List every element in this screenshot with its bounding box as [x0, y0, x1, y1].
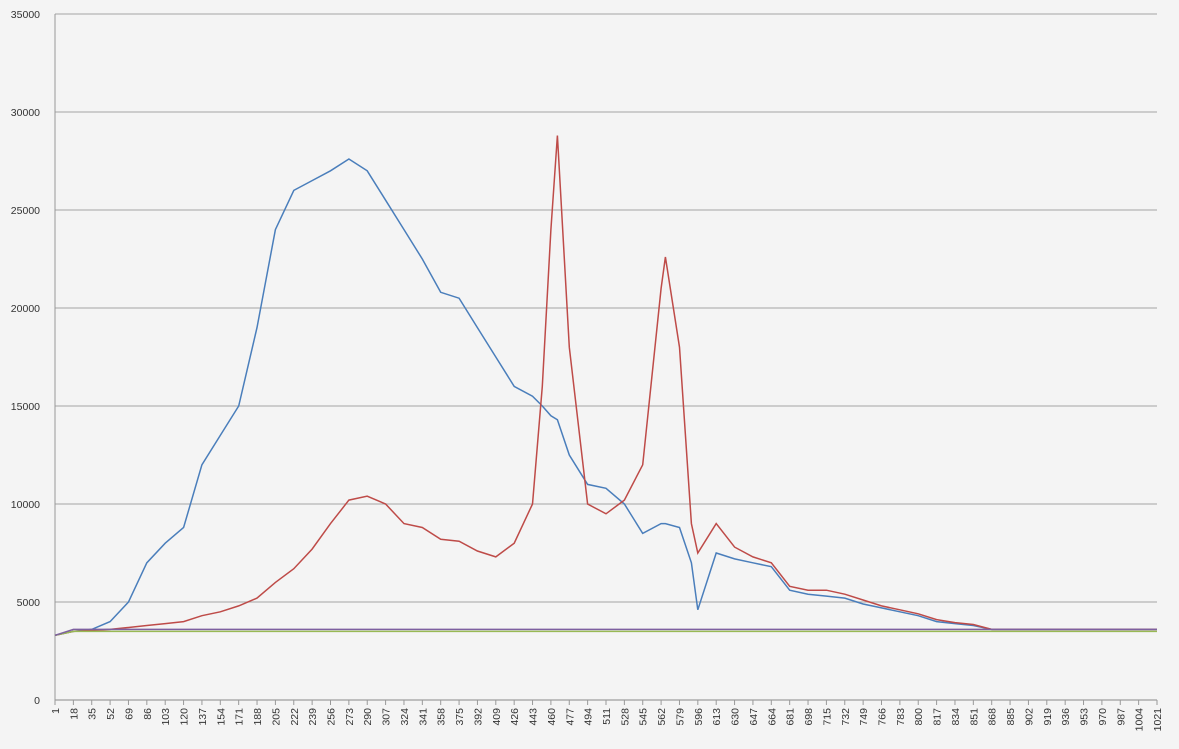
x-tick-label: 732	[840, 708, 852, 726]
x-tick-label: 120	[179, 708, 191, 726]
x-tick-label: 749	[858, 708, 870, 726]
x-tick-label: 375	[454, 708, 466, 726]
y-tick-label: 25000	[11, 205, 40, 217]
x-tick-label: 324	[399, 708, 411, 726]
x-tick-label: 188	[252, 708, 264, 726]
x-tick-label: 239	[307, 708, 319, 726]
x-tick-label: 766	[877, 708, 889, 726]
x-tick-label: 919	[1042, 708, 1054, 726]
x-tick-label: 800	[913, 708, 925, 726]
x-tick-label: 69	[123, 708, 135, 720]
x-tick-label: 273	[344, 708, 356, 726]
series-line	[54, 628, 1157, 637]
x-tick-label: 86	[142, 708, 154, 720]
x-tick-label: 613	[711, 708, 723, 726]
x-tick-label: 562	[656, 708, 668, 726]
x-tick-label: 205	[270, 708, 282, 726]
x-tick-label: 511	[601, 708, 613, 725]
x-tick-label: 681	[785, 708, 797, 726]
x-tick-label: 783	[895, 708, 907, 726]
x-tick-label: 426	[509, 708, 521, 726]
x-tick-label: 817	[932, 708, 944, 726]
x-tick-label: 290	[362, 708, 374, 726]
x-tick-label: 1	[50, 708, 62, 714]
x-tick-label: 256	[326, 708, 338, 726]
x-tick-label: 307	[381, 708, 393, 726]
x-tick-label: 18	[68, 708, 80, 720]
y-tick-label: 5000	[17, 597, 41, 609]
y-tick-label: 15000	[11, 401, 40, 413]
x-tick-label: 443	[528, 708, 540, 726]
y-tick-label: 10000	[11, 499, 40, 511]
x-tick-label: 936	[1060, 708, 1072, 726]
x-tick-label: 528	[619, 708, 631, 726]
x-tick-label: 137	[197, 708, 209, 726]
y-tick-label: 20000	[11, 303, 40, 315]
x-tick-label: 154	[215, 708, 227, 726]
x-tick-label: 477	[564, 708, 576, 726]
y-tick-label: 35000	[11, 9, 40, 21]
x-tick-label: 341	[417, 708, 429, 726]
x-tick-label: 868	[987, 708, 999, 726]
x-tick-label: 902	[1023, 708, 1035, 726]
x-tick-label: 647	[748, 708, 760, 726]
x-tick-label: 885	[1005, 708, 1017, 726]
x-tick-label: 52	[105, 708, 117, 720]
x-tick-label: 460	[546, 708, 558, 726]
x-tick-label: 1021	[1152, 708, 1164, 732]
x-tick-label: 171	[234, 708, 246, 726]
x-tick-label: 409	[491, 708, 503, 726]
x-tick-label: 103	[160, 708, 172, 726]
x-tick-label: 970	[1097, 708, 1109, 726]
y-tick-label: 0	[34, 695, 40, 707]
series-line	[54, 135, 1157, 637]
series-line	[54, 630, 1157, 637]
y-tick-label: 30000	[11, 107, 40, 119]
x-tick-label: 392	[472, 708, 484, 726]
x-tick-label: 715	[821, 708, 833, 726]
x-tick-label: 579	[674, 708, 686, 726]
x-tick-label: 953	[1079, 708, 1091, 726]
x-tick-label: 35	[87, 708, 99, 720]
x-tick-label: 630	[730, 708, 742, 726]
x-tick-label: 222	[289, 708, 301, 726]
x-tick-label: 596	[693, 708, 705, 726]
x-tick-label: 358	[436, 708, 448, 726]
x-tick-label: 494	[583, 708, 595, 726]
x-tick-label: 545	[638, 708, 650, 726]
series-line	[54, 158, 1157, 637]
x-tick-label: 1004	[1134, 708, 1146, 732]
x-tick-label: 851	[968, 708, 980, 726]
x-tick-label: 834	[950, 708, 962, 726]
x-tick-label: 664	[766, 708, 778, 726]
x-tick-label: 698	[803, 708, 815, 726]
x-tick-label: 987	[1115, 708, 1127, 726]
